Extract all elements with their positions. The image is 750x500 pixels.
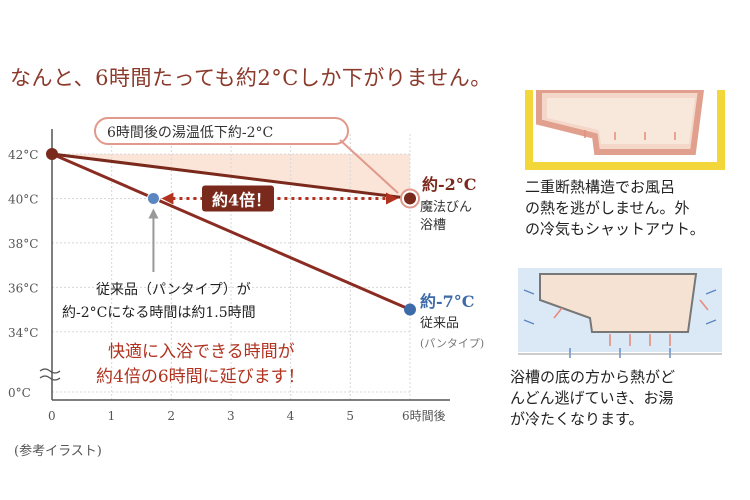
highlight-line1: 快適に入浴できる時間が (108, 342, 295, 362)
headline: なんと、6時間たっても約2°Cしか下がりません。 (10, 66, 492, 90)
x-tick-label: 2 (167, 409, 175, 423)
conventional-note-line1: 従来品（パンタイプ）が (96, 282, 251, 298)
cold-arrows (523, 289, 717, 358)
marker-point (146, 191, 160, 205)
conventional-note-line2: 約-2°Cになる時間は約1.5時間 (62, 305, 256, 321)
conventional-tub-illustration (518, 268, 722, 358)
insulated-series-label-1: 魔法びん (420, 200, 472, 215)
x-tick-label: 3 (227, 409, 235, 423)
ratio-arrow-right-head (386, 192, 398, 205)
insulated-tub-illustration (525, 90, 725, 170)
highlight-line2: 約4倍の6時間に延びます！ (96, 367, 305, 387)
conventional-end-point (404, 303, 416, 316)
series-line (51, 152, 411, 200)
axis-break-icon (39, 368, 61, 381)
series-line (51, 152, 411, 311)
heat-arrows-retained (584, 130, 676, 140)
top-callout-text: 6時間後の湯温低下約-2°C (107, 124, 273, 141)
conventional-series-label-2: (パンタイプ) (420, 337, 484, 350)
reference-note: (参考イラスト) (14, 444, 102, 459)
x-tick-label: 6時間後 (402, 409, 446, 423)
y-tick-label: 40°C (8, 192, 38, 206)
y-tick-label: 34°C (8, 326, 38, 340)
x-tick-label: 0 (48, 409, 56, 423)
insulated-end-point (404, 192, 416, 205)
temperature-chart: 0°C 34°C 36°C 38°C 40°C 42°C 0 1 2 3 4 5 6時間後 約4倍！ 6時間… (8, 117, 484, 423)
tub-shell (539, 273, 698, 333)
conventional-drop-label: 約-7°C (420, 292, 475, 311)
y-tick-label: 36°C (8, 281, 38, 295)
y-tick-label: 0°C (8, 386, 31, 400)
conventional-series-label-1: 従来品 (420, 316, 459, 331)
marker-pointer-head (148, 208, 159, 219)
y-tick-label: 42°C (8, 148, 38, 162)
ratio-arrow-left-head (161, 192, 174, 205)
insulated-series-label-2: 浴槽 (420, 218, 446, 233)
conventional-description: 浴槽の底の方から熱がど んどん逃げていき、お湯 が冷たくなります。 (510, 368, 676, 428)
insulated-description: 二重断熱構造でお風呂 の熱を逃がしません。外 の冷気もシャットアウト。 (525, 178, 705, 238)
hot-water (547, 98, 695, 144)
insulated-drop-label: 約-2°C (422, 175, 477, 194)
x-tick-label: 5 (346, 409, 354, 423)
ratio-badge-label: 約4倍！ (212, 190, 271, 209)
y-tick-label: 38°C (8, 237, 38, 251)
top-callout-box (94, 117, 349, 145)
top-callout-pointer (339, 139, 399, 194)
x-tick-label: 1 (108, 409, 116, 423)
start-point (46, 148, 58, 160)
x-tick-label: 4 (287, 409, 295, 423)
heat-arrows-escaping (553, 299, 709, 346)
ratio-badge-bg (202, 185, 274, 212)
